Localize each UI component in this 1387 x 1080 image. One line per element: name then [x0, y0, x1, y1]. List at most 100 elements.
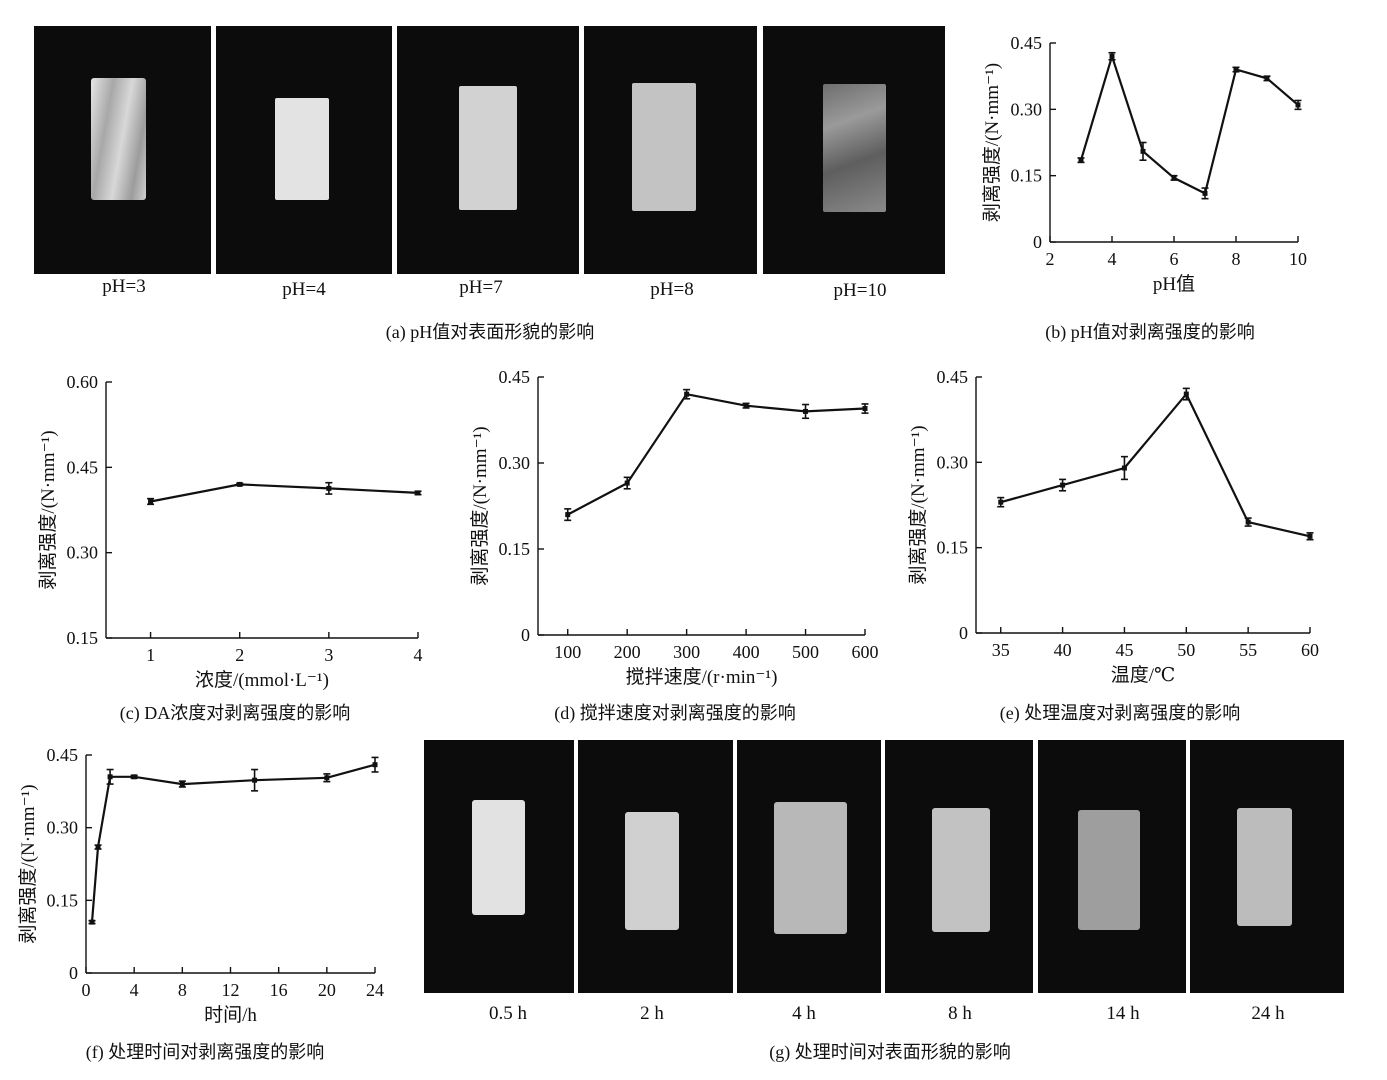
x-tick-label: 20	[318, 980, 336, 1000]
photo-label: 0.5 h	[489, 1003, 527, 1024]
data-point	[743, 403, 749, 409]
photo-label: pH=8	[650, 279, 694, 300]
x-tick-label: 300	[673, 642, 700, 662]
film-sample	[459, 86, 517, 210]
series-line	[1079, 52, 1299, 195]
data-point	[1109, 53, 1115, 59]
x-tick-label: 8	[178, 980, 187, 1000]
x-tick-label: 45	[1115, 640, 1133, 660]
photo-label: pH=3	[102, 276, 146, 297]
x-tick-label: 500	[792, 642, 819, 662]
series-line	[1000, 392, 1311, 538]
photo-2h	[578, 740, 733, 993]
photo-ph4	[216, 26, 392, 274]
photo-14h	[1038, 740, 1186, 993]
data-point	[252, 777, 258, 783]
y-tick-label: 0.30	[499, 453, 531, 473]
film-sample	[275, 98, 329, 200]
data-point	[237, 481, 243, 487]
data-point	[1121, 465, 1127, 471]
chart-c: 0.15 0.30 0.45 0.60 1 2 3 4 浓度/(mmol·L⁻¹) 剥离强度/(N…	[37, 372, 423, 691]
x-tick-label: 0	[82, 980, 91, 1000]
x-tick-label: 4	[414, 645, 423, 665]
x-tick-label: 16	[270, 980, 288, 1000]
photo-label: 24 h	[1251, 1003, 1285, 1024]
y-axis-label: 剥离强度/(N·mm⁻¹)	[907, 425, 929, 584]
series-line	[150, 483, 419, 503]
chart-f: 0 0.15 0.30 0.45 0 4 8 12 16 20 24 时间/h 剥离强度/(N·mm⁻¹…	[17, 745, 384, 1026]
x-tick-label: 4	[1108, 249, 1117, 269]
photo-24h	[1190, 740, 1344, 993]
photo-label: pH=4	[282, 279, 326, 300]
y-tick-label: 0.30	[67, 543, 99, 563]
photo-label: pH=10	[833, 280, 887, 301]
photo-ph10	[763, 26, 945, 274]
data-point	[1202, 190, 1208, 196]
x-tick-label: 40	[1054, 640, 1072, 660]
chart-b: 0 0.15 0.30 0.45 2 4 6 8 10 pH值 剥离强度/(N·mm⁻¹)	[981, 33, 1307, 295]
data-point	[1171, 175, 1177, 181]
x-tick-label: 4	[130, 980, 139, 1000]
y-axis-label: 剥离强度/(N·mm⁻¹)	[17, 784, 39, 943]
x-tick-label: 3	[324, 645, 333, 665]
x-tick-label: 400	[733, 642, 760, 662]
photo-ph3	[34, 26, 211, 274]
data-point	[89, 919, 95, 925]
x-tick-label: 35	[992, 640, 1010, 660]
data-point	[372, 762, 378, 768]
film-sample	[632, 83, 696, 211]
y-tick-label: 0.45	[1011, 33, 1043, 53]
x-tick-label: 6	[1170, 249, 1179, 269]
x-axis-label: 搅拌速度/(r·min⁻¹)	[626, 666, 778, 688]
x-tick-label: 55	[1239, 640, 1257, 660]
data-point	[1060, 482, 1066, 488]
caption-g: (g) 处理时间对表面形貌的影响	[769, 1042, 1011, 1062]
film-sample	[1237, 808, 1292, 926]
data-point	[179, 781, 185, 787]
y-tick-label: 0.15	[1011, 166, 1043, 186]
x-tick-label: 24	[366, 980, 384, 1000]
series-line	[567, 392, 866, 516]
y-tick-label: 0	[959, 623, 968, 643]
photo-label: 2 h	[640, 1003, 664, 1024]
caption-f: (f) 处理时间对剥离强度的影响	[85, 1042, 325, 1062]
chart-d: 0 0.15 0.30 0.45 100 200 300 400 500 600 搅拌速度/(r·m…	[469, 367, 879, 688]
data-point	[1264, 75, 1270, 81]
film-sample	[472, 800, 525, 915]
caption-d: (d) 搅拌速度对剥离强度的影响	[554, 703, 796, 723]
photo-0-5h	[424, 740, 574, 993]
data-point	[1078, 157, 1084, 163]
chart-axes	[85, 754, 376, 974]
y-tick-label: 0.15	[937, 538, 969, 558]
x-axis-label: 温度/℃	[1111, 664, 1176, 686]
y-tick-label: 0.30	[1011, 99, 1043, 119]
y-tick-label: 0.45	[67, 457, 99, 477]
chart-axes	[105, 381, 419, 639]
y-tick-label: 0.15	[47, 890, 79, 910]
x-axis-label: 时间/h	[204, 1004, 257, 1026]
data-point	[131, 774, 137, 780]
film-sample	[91, 78, 146, 200]
film-sample	[932, 808, 990, 932]
data-point	[624, 480, 630, 486]
chart-axes	[537, 376, 866, 636]
caption-e: (e) 处理温度对剥离强度的影响	[999, 703, 1241, 723]
y-tick-label: 0.30	[47, 818, 79, 838]
y-tick-label: 0.15	[499, 539, 531, 559]
x-tick-label: 100	[554, 642, 581, 662]
data-point	[1140, 148, 1146, 154]
y-axis-label: 剥离强度/(N·mm⁻¹)	[981, 63, 1003, 222]
y-tick-label: 0.15	[67, 628, 99, 648]
photo-8h	[885, 740, 1033, 993]
y-axis-label: 剥离强度/(N·mm⁻¹)	[37, 430, 59, 589]
x-axis-label: pH值	[1153, 273, 1195, 295]
data-point	[1295, 102, 1301, 108]
y-tick-label: 0	[1033, 232, 1042, 252]
film-sample	[625, 812, 679, 930]
y-tick-label: 0.30	[937, 452, 969, 472]
photo-ph8	[584, 26, 757, 274]
data-point	[862, 406, 868, 412]
x-axis-label: 浓度/(mmol·L⁻¹)	[195, 669, 329, 691]
y-tick-label: 0	[69, 963, 78, 983]
caption-c: (c) DA浓度对剥离强度的影响	[119, 703, 351, 723]
